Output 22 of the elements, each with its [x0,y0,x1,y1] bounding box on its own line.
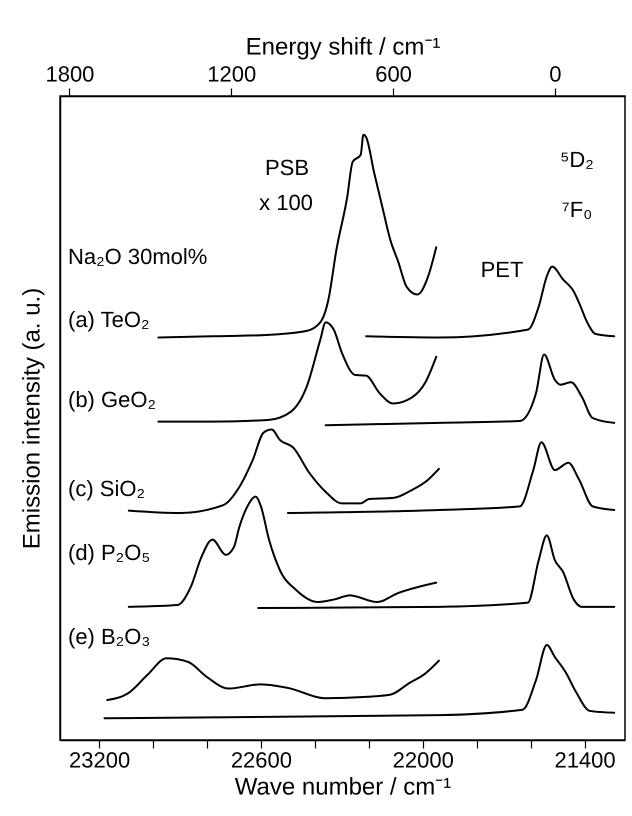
annotation: (a) TeO₂ [68,307,150,332]
annotation: (e) B₂O₃ [68,624,150,649]
annotation: ⁷F₀ [562,197,592,222]
x2-tick-label: 600 [375,62,412,86]
x2-tick-label: 0 [549,62,562,86]
annotation: (d) P₂O₅ [68,540,150,565]
annotation: x 100 [259,190,313,215]
x-tick-label: 23200 [69,748,130,772]
annotation: PSB [264,155,310,180]
annotation: PET [480,257,524,282]
x2-tick-label: 1200 [207,62,256,86]
x-axis-title: Wave number / cm⁻¹ [234,774,452,800]
annotation: (c) SiO₂ [68,476,145,501]
annotation: ⁵D₂ [560,147,594,172]
x-tick-label: 22000 [392,748,454,772]
x2-axis-title: Energy shift / cm⁻¹ [246,34,440,60]
x-tick-label: 22600 [230,748,292,772]
x2-tick-label: 1800 [45,62,94,86]
annotation: Na₂O 30mol% [68,244,208,269]
y-axis-title: Emission intensity (a. u.) [18,288,46,550]
annotation: (b) GeO₂ [68,387,156,412]
x-tick-label: 21400 [554,748,616,772]
